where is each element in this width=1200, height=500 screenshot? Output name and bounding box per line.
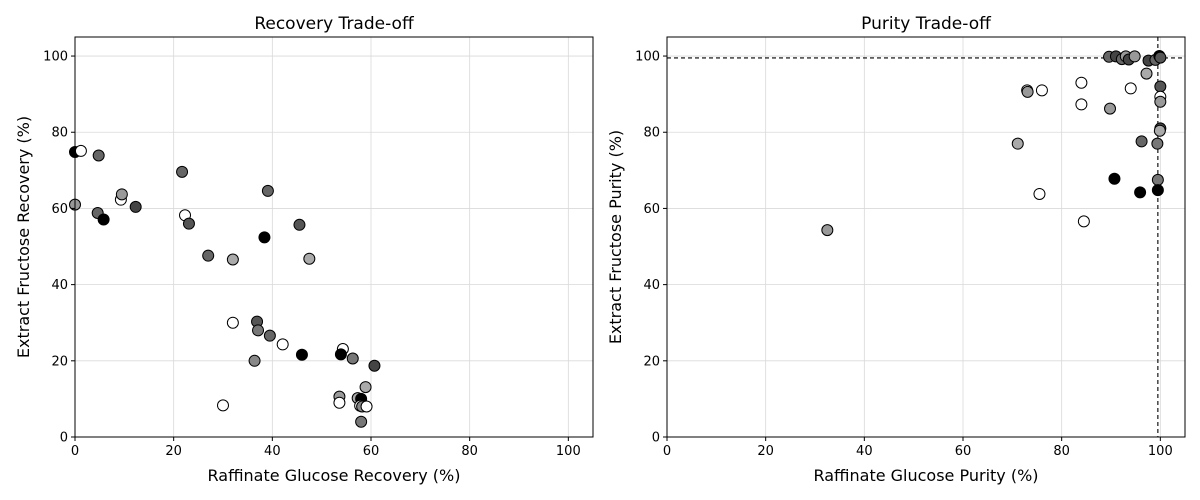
plot-frame: [666, 36, 1186, 438]
scatter-point: [333, 396, 346, 409]
y-tick-label: 60: [51, 202, 68, 217]
axis-ticks: 0 20 40 60 80 100 0 20 40 60 80 100: [635, 50, 1173, 459]
x-tick-label: 0: [663, 444, 671, 459]
y-tick-label: 60: [643, 202, 660, 217]
scatter-point: [176, 165, 189, 178]
scatter-point: [1153, 124, 1166, 137]
scatter-point: [74, 144, 87, 157]
scatter-point: [252, 324, 265, 337]
x-tick-label: 80: [461, 444, 478, 459]
scatter-point: [1135, 135, 1148, 148]
scatter-point: [1140, 67, 1153, 80]
scatter-point: [1128, 50, 1141, 63]
scatter-point: [334, 348, 347, 361]
scatter-point: [1134, 186, 1147, 199]
scatter-point: [97, 213, 110, 226]
scatter-point: [202, 249, 215, 262]
scatter-point: [248, 354, 261, 367]
axis-ticks: 0 20 40 60 80 100 0 20 40 60 80 100: [43, 50, 581, 459]
scatter-point: [360, 400, 373, 413]
y-tick-label: 20: [51, 354, 68, 369]
y-tick-label: 80: [51, 126, 68, 141]
scatter-point: [226, 316, 239, 329]
y-tick-label: 100: [43, 50, 68, 65]
scatter-point: [182, 217, 195, 230]
scatter-point: [1151, 137, 1164, 150]
chart-purity-tradeoff: Purity Trade-off 0 20 40 60 80 100 0 20 40 60 80 10…: [606, 14, 1186, 485]
scatter-point: [293, 218, 306, 231]
scatter-point: [1154, 80, 1167, 93]
x-tick-label: 80: [1053, 444, 1070, 459]
x-tick-label: 60: [363, 444, 380, 459]
scatter-point: [1124, 82, 1137, 95]
scatter-point: [295, 348, 308, 361]
x-axis-label: Raffinate Glucose Recovery (%): [208, 466, 461, 485]
scatter-point: [1077, 215, 1090, 228]
scatter-point: [1075, 76, 1088, 89]
scatter-point: [1021, 85, 1034, 98]
scatter-point: [115, 188, 128, 201]
y-tick-label: 40: [643, 278, 660, 293]
scatter-point: [1011, 137, 1024, 150]
x-tick-label: 60: [955, 444, 972, 459]
scatter-point: [258, 231, 271, 244]
y-tick-label: 80: [643, 126, 660, 141]
chart-title: Recovery Trade-off: [254, 14, 415, 34]
y-tick-label: 0: [60, 431, 68, 446]
data-points: [821, 50, 1167, 237]
x-tick-label: 0: [71, 444, 79, 459]
scatter-point: [1154, 51, 1167, 64]
y-tick-label: 40: [51, 278, 68, 293]
scatter-point: [1104, 102, 1117, 115]
scatter-point: [368, 359, 381, 372]
scatter-point: [359, 381, 372, 394]
scatter-point: [226, 253, 239, 266]
x-tick-label: 40: [856, 444, 873, 459]
plot-frame: [74, 36, 594, 438]
scatter-point: [1075, 98, 1088, 111]
scatter-point: [261, 184, 274, 197]
x-tick-label: 20: [165, 444, 182, 459]
scatter-point: [217, 399, 229, 412]
x-tick-label: 100: [556, 444, 581, 459]
scatter-point: [355, 415, 368, 428]
scatter-point: [303, 252, 316, 265]
y-axis-label: Extract Fructose Recovery (%): [14, 116, 33, 358]
x-tick-label: 100: [1148, 444, 1173, 459]
x-axis-label: Raffinate Glucose Purity (%): [813, 466, 1038, 485]
scatter-point: [1151, 184, 1164, 197]
scatter-point: [821, 224, 834, 237]
x-tick-label: 20: [757, 444, 774, 459]
chart-recovery-tradeoff: Recovery Trade-off 0 20 40 60 80 100 0 20 40 60 80…: [14, 14, 594, 485]
scatter-point: [346, 352, 359, 365]
y-axis-label: Extract Fructose Purity (%): [606, 130, 625, 344]
scatter-point: [1033, 187, 1046, 200]
scatter-point: [276, 338, 289, 351]
scatter-point: [129, 200, 142, 213]
scatter-point: [263, 329, 276, 342]
y-tick-label: 20: [643, 354, 660, 369]
y-tick-label: 100: [635, 50, 660, 65]
scatter-point: [92, 149, 105, 162]
scatter-point: [1151, 173, 1164, 186]
scatter-point: [1035, 84, 1048, 97]
y-tick-label: 0: [652, 431, 660, 446]
scatter-point: [1108, 172, 1121, 185]
x-tick-label: 40: [264, 444, 281, 459]
chart-title: Purity Trade-off: [861, 14, 992, 34]
scatter-point: [1154, 95, 1167, 108]
